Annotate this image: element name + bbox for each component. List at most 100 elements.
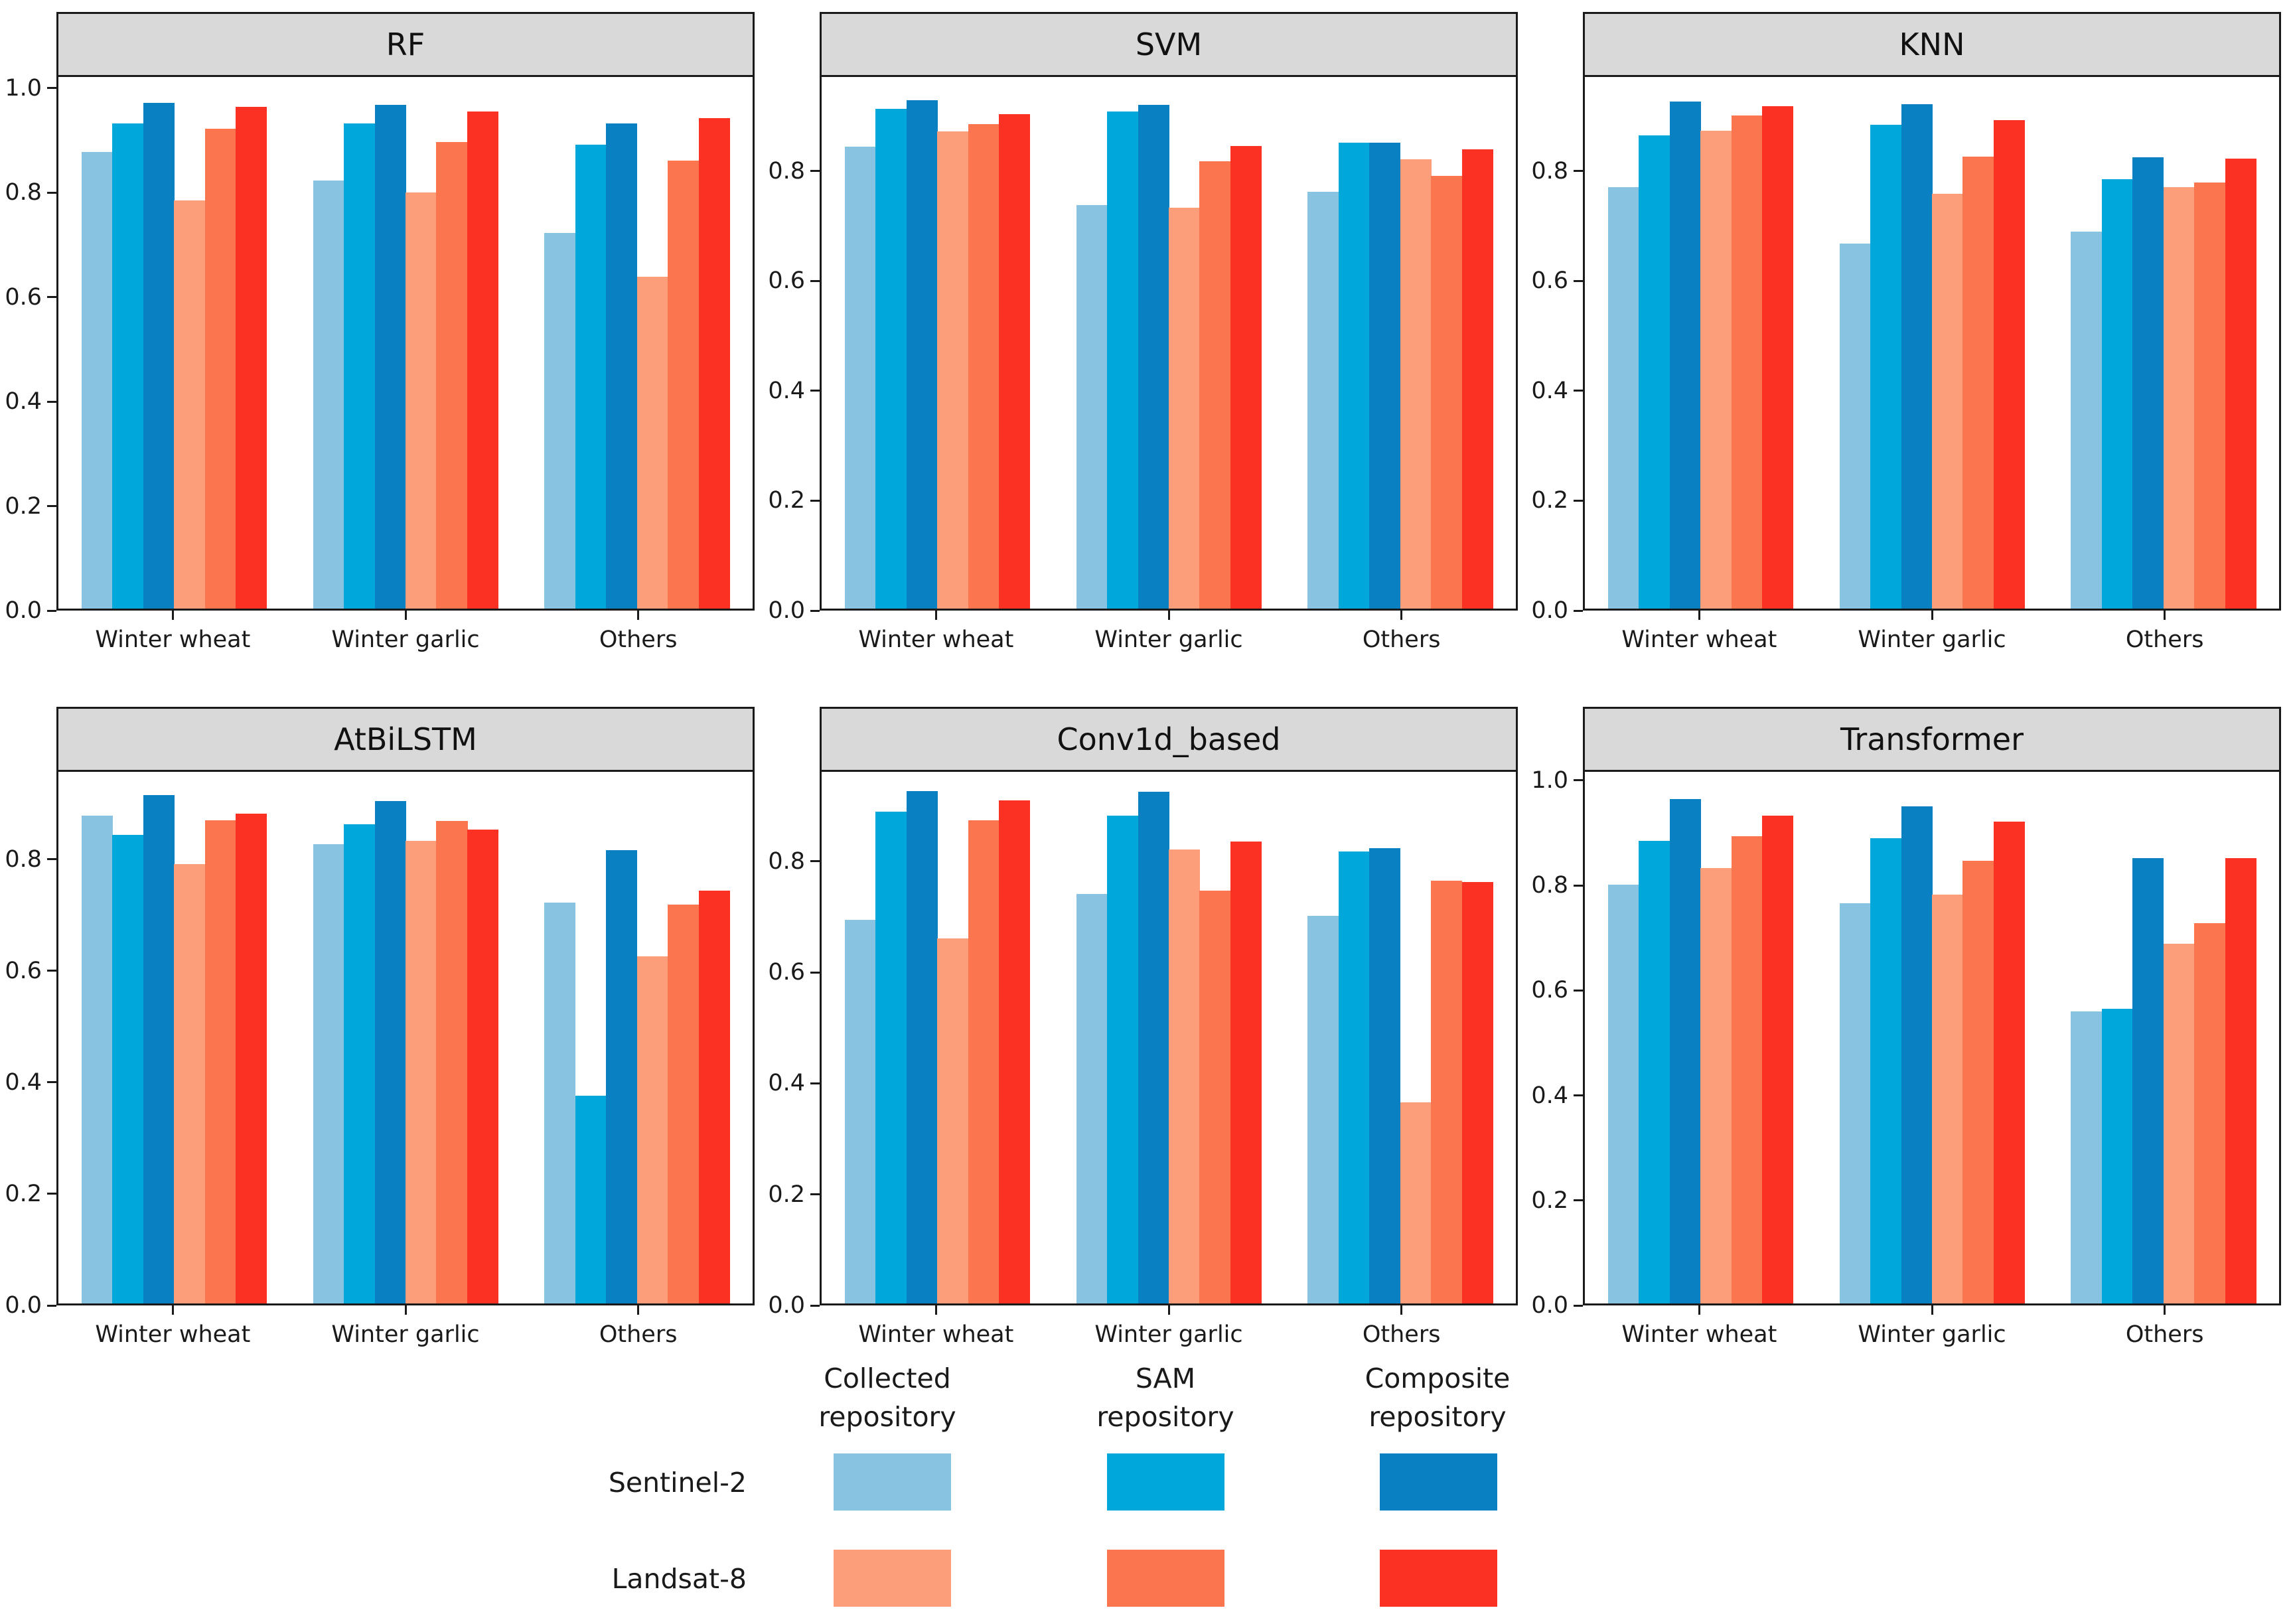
- ytick-mark-svm-0.2: [810, 499, 820, 502]
- ytick-mark-transformer-0.8: [1574, 884, 1583, 887]
- bar-rf-winter-garlic-s2-sam: [344, 123, 376, 609]
- plot-rf: [56, 75, 755, 611]
- ytick-label-knn-0.4: 0.4: [1531, 377, 1568, 404]
- xtick-label-conv1d-based-winter-garlic: Winter garlic: [1094, 1321, 1243, 1348]
- bar-conv1d-based-others-s2-sam: [1338, 851, 1370, 1303]
- ytick-mark-atbilstm-0.6: [47, 970, 56, 972]
- xtick-mark-transformer-others: [2164, 1305, 2166, 1315]
- bar-transformer-winter-wheat-l8-sam: [1731, 836, 1763, 1303]
- legend-swatch-sentinel2-composite: [1380, 1453, 1497, 1511]
- xtick-label-svm-winter-garlic: Winter garlic: [1094, 627, 1243, 653]
- bar-conv1d-based-winter-garlic-s2-collected: [1076, 894, 1108, 1303]
- chart-title-knn: KNN: [1583, 12, 2281, 75]
- legend-swatch-landsat8-composite: [1380, 1550, 1497, 1607]
- xtick-label-knn-others: Others: [2125, 627, 2204, 653]
- bar-atbilstm-others-s2-composite: [606, 850, 638, 1303]
- xtick-mark-atbilstm-winter-garlic: [404, 1305, 407, 1315]
- bar-transformer-winter-wheat-l8-composite: [1762, 815, 1794, 1303]
- bar-knn-others-s2-collected: [2071, 232, 2103, 609]
- plot-conv1d-based: [820, 770, 1518, 1305]
- bar-conv1d-based-winter-wheat-s2-composite: [906, 791, 938, 1303]
- ytick-mark-knn-0.4: [1574, 390, 1583, 392]
- bar-rf-winter-garlic-s2-collected: [313, 180, 344, 609]
- ytick-mark-knn-0.6: [1574, 279, 1583, 282]
- bar-knn-winter-wheat-s2-composite: [1669, 101, 1701, 609]
- xtick-label-transformer-others: Others: [2125, 1321, 2204, 1348]
- bar-knn-winter-wheat-l8-composite: [1762, 106, 1794, 609]
- bar-rf-winter-garlic-l8-sam: [436, 142, 468, 609]
- bar-knn-winter-wheat-l8-sam: [1731, 115, 1763, 609]
- chart-title-transformer: Transformer: [1583, 707, 2281, 770]
- xtick-mark-atbilstm-winter-wheat: [171, 1305, 174, 1315]
- bar-atbilstm-others-l8-sam: [668, 905, 700, 1303]
- bar-conv1d-based-winter-garlic-l8-sam: [1199, 891, 1231, 1303]
- bar-conv1d-based-winter-wheat-l8-sam: [968, 820, 999, 1303]
- bar-transformer-others-l8-composite: [2225, 857, 2256, 1303]
- bar-atbilstm-winter-garlic-l8-composite: [467, 829, 499, 1303]
- xtick-label-rf-winter-wheat: Winter wheat: [95, 627, 251, 653]
- bar-transformer-winter-wheat-s2-collected: [1607, 884, 1639, 1303]
- bar-svm-winter-wheat-s2-composite: [906, 100, 938, 609]
- ytick-label-svm-0.0: 0.0: [768, 597, 805, 624]
- bar-conv1d-based-winter-garlic-s2-sam: [1107, 816, 1139, 1303]
- bar-conv1d-based-others-s2-collected: [1307, 915, 1339, 1303]
- bar-transformer-winter-wheat-l8-collected: [1700, 867, 1732, 1303]
- ytick-mark-atbilstm-0.2: [47, 1193, 56, 1195]
- bar-atbilstm-others-s2-collected: [544, 902, 576, 1303]
- ytick-label-atbilstm-0.0: 0.0: [5, 1292, 42, 1319]
- legend-header-sam-repository: SAM repository: [1096, 1363, 1234, 1433]
- bar-svm-winter-garlic-l8-collected: [1169, 208, 1201, 609]
- bar-knn-winter-garlic-l8-sam: [1962, 156, 1994, 609]
- ytick-label-rf-0.4: 0.4: [5, 388, 42, 415]
- bar-svm-winter-garlic-s2-sam: [1107, 111, 1139, 609]
- bar-svm-winter-garlic-s2-composite: [1138, 104, 1169, 609]
- bar-rf-others-s2-sam: [575, 145, 607, 609]
- bar-conv1d-based-others-l8-composite: [1461, 882, 1493, 1303]
- bar-atbilstm-winter-wheat-s2-sam: [112, 835, 144, 1303]
- bar-svm-winter-wheat-l8-composite: [999, 113, 1031, 609]
- bar-rf-others-l8-composite: [698, 117, 730, 609]
- ytick-label-conv1d-based-0.2: 0.2: [768, 1181, 805, 1208]
- plot-svm: [820, 75, 1518, 611]
- plot-knn: [1583, 75, 2281, 611]
- ytick-mark-transformer-0.6: [1574, 989, 1583, 992]
- ytick-label-knn-0.0: 0.0: [1531, 597, 1568, 624]
- xtick-mark-atbilstm-others: [637, 1305, 640, 1315]
- bar-knn-winter-garlic-s2-sam: [1870, 125, 1902, 609]
- bar-knn-others-l8-collected: [2163, 186, 2195, 609]
- bar-rf-winter-wheat-s2-sam: [112, 123, 144, 609]
- xtick-mark-knn-winter-garlic: [1931, 611, 1933, 620]
- bar-atbilstm-winter-wheat-l8-collected: [174, 863, 206, 1303]
- bar-knn-others-l8-sam: [2194, 183, 2226, 609]
- ytick-label-rf-0.2: 0.2: [5, 492, 42, 520]
- ytick-label-svm-0.4: 0.4: [768, 377, 805, 404]
- ytick-label-conv1d-based-0.6: 0.6: [768, 959, 805, 986]
- ytick-mark-rf-0.0: [47, 609, 56, 612]
- bar-svm-winter-wheat-s2-collected: [844, 147, 876, 609]
- bar-rf-others-s2-collected: [544, 233, 576, 609]
- plot-atbilstm: [56, 770, 755, 1305]
- ytick-label-transformer-0.8: 0.8: [1531, 872, 1568, 899]
- ytick-mark-conv1d-based-0.4: [810, 1082, 820, 1084]
- ytick-label-knn-0.8: 0.8: [1531, 157, 1568, 185]
- ytick-label-atbilstm-0.4: 0.4: [5, 1069, 42, 1096]
- bar-rf-winter-garlic-s2-composite: [374, 105, 406, 609]
- chart-title-text-conv1d-based: Conv1d_based: [1057, 721, 1281, 757]
- ytick-mark-transformer-1.0: [1574, 779, 1583, 782]
- chart-title-text-atbilstm: AtBiLSTM: [334, 721, 477, 757]
- bar-atbilstm-winter-wheat-l8-composite: [236, 814, 267, 1303]
- ytick-mark-transformer-0.2: [1574, 1199, 1583, 1202]
- ytick-mark-rf-0.8: [47, 191, 56, 194]
- bar-rf-winter-wheat-s2-collected: [81, 152, 113, 609]
- bar-svm-others-l8-sam: [1431, 175, 1463, 609]
- ytick-mark-rf-0.2: [47, 505, 56, 508]
- ytick-mark-knn-0.0: [1574, 609, 1583, 612]
- ytick-mark-svm-0.8: [810, 170, 820, 173]
- bar-knn-winter-garlic-s2-collected: [1839, 243, 1871, 609]
- bar-svm-others-s2-composite: [1369, 143, 1401, 609]
- ytick-label-conv1d-based-0.0: 0.0: [768, 1292, 805, 1319]
- ytick-mark-atbilstm-0.4: [47, 1081, 56, 1084]
- bar-transformer-others-l8-sam: [2194, 923, 2226, 1303]
- bar-rf-winter-garlic-l8-collected: [406, 192, 437, 609]
